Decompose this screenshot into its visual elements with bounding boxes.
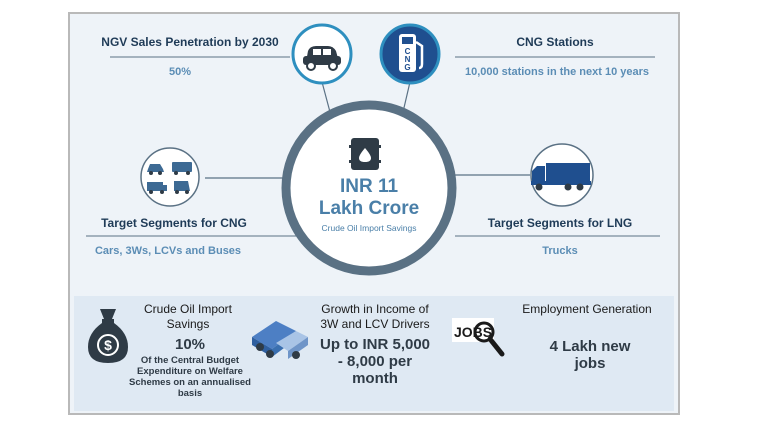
crude-savings-heading: Crude Oil Import Savings bbox=[143, 302, 233, 331]
car-icon bbox=[291, 23, 353, 85]
jobs-search-icon: JOBS bbox=[452, 318, 505, 357]
income-growth-value: Up to INR 5,000 - 8,000 per month bbox=[319, 336, 431, 387]
vehicles-icon bbox=[140, 147, 200, 207]
money-bag-icon: $ bbox=[88, 309, 128, 363]
ngv-heading: NGV Sales Penetration by 2030 bbox=[101, 35, 279, 49]
toy-vehicles-icon bbox=[252, 321, 308, 359]
lng-segments-value: Trucks bbox=[542, 245, 578, 257]
cng-segments-value: Cars, 3Ws, LCVs and Buses bbox=[94, 245, 242, 257]
svg-text:G: G bbox=[404, 63, 410, 72]
cng-pump-icon: C N G bbox=[379, 23, 441, 85]
ngv-value: 50% bbox=[168, 66, 192, 78]
income-growth-heading: Growth in Income of 3W and LCV Drivers bbox=[320, 302, 430, 331]
oil-barrel-icon bbox=[349, 138, 381, 170]
cng-stations-heading: CNG Stations bbox=[516, 35, 594, 49]
bottom-benefits-panel bbox=[74, 296, 674, 411]
employment-value: 4 Lakh new jobs bbox=[549, 338, 631, 372]
truck-icon bbox=[530, 143, 594, 207]
center-title-line2: Lakh Crore bbox=[318, 198, 420, 219]
svg-text:C: C bbox=[405, 47, 411, 56]
cng-segments-heading: Target Segments for CNG bbox=[101, 216, 247, 230]
svg-text:N: N bbox=[405, 55, 411, 64]
cng-stations-value: 10,000 stations in the next 10 years bbox=[464, 66, 650, 78]
jobs-icon-label: JOBS bbox=[454, 324, 492, 340]
center-title-line1: INR 11 bbox=[339, 176, 399, 197]
employment-heading: Employment Generation bbox=[522, 302, 652, 316]
center-subtitle: Crude Oil Import Savings bbox=[321, 223, 417, 233]
svg-text:$: $ bbox=[104, 337, 112, 353]
lng-segments-heading: Target Segments for LNG bbox=[487, 216, 633, 230]
crude-savings-value: 10% bbox=[174, 336, 206, 353]
crude-savings-detail: Of the Central Budget Expenditure on Wel… bbox=[129, 355, 251, 399]
